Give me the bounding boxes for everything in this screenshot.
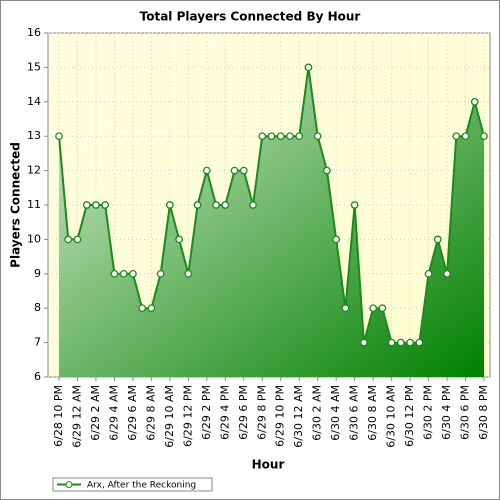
point <box>470 97 479 106</box>
chart-title: Total Players Connected By Hour <box>140 10 361 24</box>
x-tick-label: 6/30 2 PM <box>422 385 435 440</box>
area <box>59 67 484 378</box>
x-tick-label: 6/29 2 AM <box>89 385 102 441</box>
point <box>387 338 396 347</box>
point <box>480 132 488 141</box>
point <box>129 269 137 278</box>
point <box>313 132 322 141</box>
point <box>258 132 267 141</box>
point <box>175 235 183 244</box>
legend-box <box>52 477 213 492</box>
point <box>443 269 451 278</box>
x-tick-label: 6/29 10 PM <box>274 385 287 447</box>
x-tick-label: 6/30 6 PM <box>459 385 472 440</box>
x-tick-label: 6/29 10 AM <box>163 385 176 448</box>
point <box>202 166 211 175</box>
point <box>193 201 202 209</box>
x-tick-label: 6/29 12 PM <box>181 385 194 447</box>
point <box>304 63 313 72</box>
x-tick-label: 6/30 12 AM <box>292 385 305 448</box>
legend: Arx, After the Reckoning <box>52 477 213 492</box>
point <box>212 201 220 209</box>
point <box>138 304 147 313</box>
point <box>415 338 424 347</box>
y-tick-label: 8 <box>34 301 41 314</box>
point <box>82 201 91 209</box>
point <box>230 166 239 175</box>
point <box>433 235 442 244</box>
point <box>221 201 230 209</box>
point <box>147 304 156 313</box>
point <box>452 132 461 141</box>
x-tick-label: 6/30 12 PM <box>403 385 416 447</box>
point <box>360 338 368 347</box>
point <box>249 201 257 209</box>
x-axis-label: Hour <box>252 458 285 472</box>
point <box>406 338 414 347</box>
x-tick-label: 6/29 6 AM <box>126 385 139 441</box>
y-tick-label: 16 <box>27 26 41 39</box>
x-tick-label: 6/29 2 PM <box>200 385 213 440</box>
y-axis-label: Players Connected <box>9 142 23 268</box>
x-tick-label: 6/28 10 PM <box>52 385 65 447</box>
point <box>73 235 82 244</box>
x-tick-label: 6/29 4 PM <box>218 385 231 440</box>
y-tick-label: 11 <box>27 198 41 211</box>
point <box>332 235 341 244</box>
x-tick-label: 6/30 8 AM <box>366 385 379 441</box>
y-tick-label: 12 <box>27 164 41 177</box>
y-tick-label: 6 <box>34 370 41 383</box>
point <box>396 338 405 347</box>
point <box>267 132 276 141</box>
point <box>64 235 73 244</box>
point <box>166 201 174 209</box>
y-tick-label: 13 <box>27 129 41 142</box>
x-tick-label: 6/29 8 AM <box>144 385 157 441</box>
x-tick-label: 6/29 8 PM <box>255 385 268 440</box>
x-tick-label: 6/29 6 PM <box>237 385 250 440</box>
x-tick-label: 6/30 10 AM <box>385 385 398 448</box>
legend-marker <box>65 481 73 488</box>
point <box>350 201 359 209</box>
x-tick-label: 6/29 4 AM <box>107 385 120 441</box>
point <box>276 132 285 141</box>
x-tick-label: 6/30 2 AM <box>311 385 324 441</box>
point <box>55 132 63 141</box>
point <box>286 132 294 141</box>
point <box>378 304 387 313</box>
y-tick-label: 7 <box>34 336 41 349</box>
point <box>424 269 433 278</box>
y-tick-label: 10 <box>27 232 41 245</box>
point <box>369 304 377 313</box>
point <box>239 166 248 175</box>
x-tick-label: 6/30 8 PM <box>477 385 490 440</box>
legend-label: Arx, After the Reckoning <box>87 481 196 491</box>
x-tick-label: 6/30 4 PM <box>440 385 453 440</box>
point <box>184 269 193 278</box>
x-tick-label: 6/30 6 AM <box>348 385 361 441</box>
point <box>92 201 100 209</box>
y-tick-label: 14 <box>27 95 41 108</box>
point <box>119 269 128 278</box>
point <box>295 132 304 141</box>
x-tick-label: 6/30 4 AM <box>329 385 342 441</box>
y-tick-label: 9 <box>34 267 41 280</box>
x-tick-label: 6/29 12 AM <box>70 385 83 448</box>
point <box>101 201 110 209</box>
point <box>110 269 119 278</box>
point <box>323 166 331 175</box>
point <box>156 269 165 278</box>
point <box>341 304 350 313</box>
point <box>461 132 470 141</box>
y-tick-label: 15 <box>27 60 41 73</box>
